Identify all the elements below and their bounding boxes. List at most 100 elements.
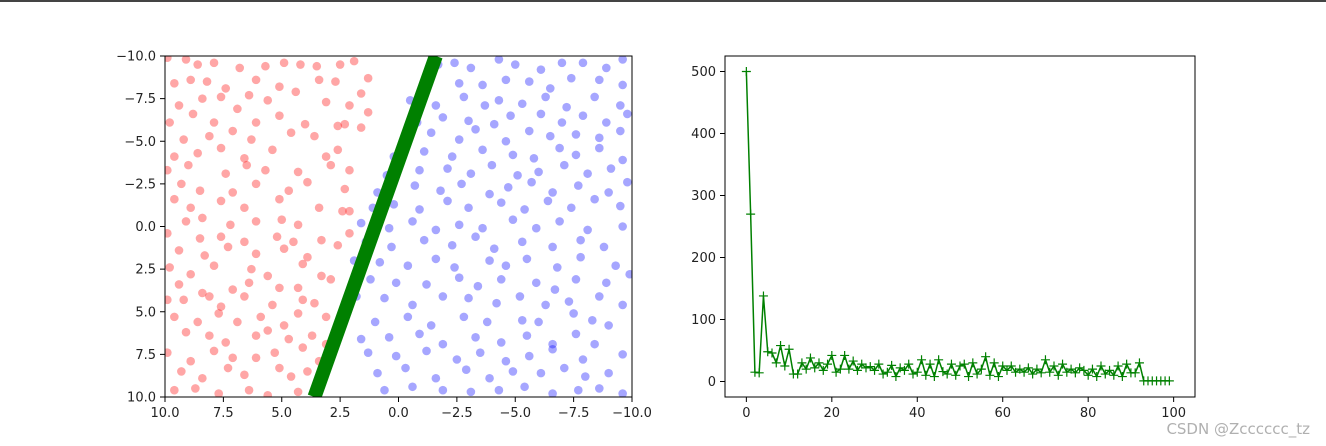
scatter-point-red bbox=[177, 179, 186, 189]
scatter-point-blue bbox=[415, 165, 424, 175]
scatter-point-red bbox=[193, 148, 202, 158]
scatter-point-red bbox=[251, 75, 261, 85]
scatter-point-red bbox=[251, 179, 261, 189]
scatter-point-blue bbox=[590, 194, 599, 204]
scatter-point-red bbox=[296, 60, 305, 69]
scatter-point-red bbox=[272, 232, 282, 242]
y-tick-label: 400 bbox=[691, 127, 716, 142]
scatter-point-red bbox=[181, 327, 191, 337]
scatter-point-red bbox=[326, 275, 336, 284]
scatter-point-blue bbox=[478, 145, 487, 155]
scatter-point-blue bbox=[599, 242, 609, 252]
scatter-point-red bbox=[303, 252, 312, 262]
scatter-point-blue bbox=[501, 356, 511, 366]
scatter-point-red bbox=[198, 373, 207, 383]
scatter-point-blue bbox=[571, 329, 581, 339]
scatter-point-blue bbox=[578, 58, 588, 68]
loss-marker bbox=[1049, 361, 1059, 371]
loss-marker bbox=[1079, 365, 1089, 375]
scatter-point-blue bbox=[536, 65, 546, 74]
scatter-point-blue bbox=[408, 217, 417, 226]
x-tick-label: −5.0 bbox=[499, 406, 531, 421]
scatter-point-blue bbox=[595, 292, 604, 301]
loss-marker bbox=[754, 368, 764, 378]
scatter-point-red bbox=[193, 317, 202, 327]
y-tick-label: −7.5 bbox=[124, 92, 156, 107]
scatter-point-blue bbox=[438, 113, 448, 122]
scatter-point-red bbox=[228, 126, 238, 136]
scatter-point-blue bbox=[604, 368, 613, 378]
x-tick-label: 10.0 bbox=[151, 406, 180, 421]
scatter-point-red bbox=[261, 165, 270, 175]
scatter-point-red bbox=[293, 220, 303, 230]
scatter-point-blue bbox=[541, 92, 550, 102]
scatter-point-red bbox=[209, 346, 219, 356]
loss-marker bbox=[972, 369, 982, 379]
scatter-point-blue bbox=[541, 300, 550, 310]
y-tick-label: 500 bbox=[691, 65, 716, 80]
scatter-point-red bbox=[165, 165, 172, 175]
scatter-point-blue bbox=[534, 317, 543, 327]
scatter-point-red bbox=[170, 385, 179, 395]
scatter-point-blue bbox=[548, 389, 557, 397]
x-tick-label: 60 bbox=[994, 406, 1011, 421]
y-tick-label: 10.0 bbox=[127, 391, 156, 406]
scatter-point-red bbox=[216, 302, 226, 311]
scatter-point-red bbox=[317, 271, 326, 281]
scatter-point-blue bbox=[548, 188, 557, 197]
scatter-point-red bbox=[333, 145, 343, 155]
y-tick-label: 0 bbox=[708, 375, 716, 390]
scatter-point-red bbox=[191, 384, 200, 393]
scatter-point-red bbox=[275, 363, 284, 373]
scatter-point-red bbox=[303, 367, 312, 376]
scatter-point-blue bbox=[604, 321, 613, 330]
scatter-point-blue bbox=[496, 198, 506, 207]
scatter-point-red bbox=[300, 119, 310, 129]
scatter-point-red bbox=[186, 75, 195, 85]
scatter-point-red bbox=[198, 94, 207, 103]
scatter-point-blue bbox=[436, 186, 445, 195]
loss-marker bbox=[848, 356, 858, 366]
scatter-point-red bbox=[165, 348, 172, 357]
x-tick-label: 0.0 bbox=[388, 406, 409, 421]
x-tick-label: 80 bbox=[1080, 406, 1097, 421]
scatter-point-red bbox=[286, 372, 296, 381]
scatter-point-red bbox=[268, 300, 277, 310]
scatter-point-blue bbox=[517, 99, 527, 109]
scatter-point-blue bbox=[480, 101, 490, 110]
scatter-point-red bbox=[270, 348, 280, 357]
scatter-point-blue bbox=[501, 261, 511, 271]
scatter-point-blue bbox=[363, 348, 373, 357]
scatter-point-red bbox=[228, 353, 238, 363]
scatter-point-blue bbox=[552, 263, 562, 272]
scatter-point-blue bbox=[520, 382, 529, 392]
scatter-point-red bbox=[263, 271, 273, 281]
scatter-point-red bbox=[275, 283, 284, 293]
scatter-point-blue bbox=[616, 126, 625, 136]
scatter-point-blue bbox=[370, 317, 380, 327]
scatter-point-blue bbox=[466, 63, 476, 73]
scatter-point-blue bbox=[375, 258, 385, 267]
scatter-point-red bbox=[268, 145, 277, 155]
scatter-point-red bbox=[307, 331, 317, 340]
scatter-point-blue bbox=[461, 365, 471, 375]
loss-marker bbox=[968, 358, 978, 368]
loss-marker bbox=[929, 372, 939, 382]
loss-marker bbox=[993, 372, 1003, 382]
scatter-point-blue bbox=[384, 223, 394, 233]
scatter-point-blue bbox=[485, 256, 494, 265]
scatter-point-blue bbox=[581, 372, 590, 381]
loss-marker bbox=[938, 367, 948, 377]
scatter-point-blue bbox=[387, 242, 396, 252]
scatter-point-blue bbox=[431, 101, 441, 110]
scatter-point-red bbox=[228, 188, 238, 197]
scatter-point-blue bbox=[401, 363, 410, 373]
scatter-point-red bbox=[174, 246, 184, 255]
scatter-point-blue bbox=[438, 339, 448, 349]
loss-marker bbox=[840, 350, 850, 360]
scatter-point-blue bbox=[548, 344, 557, 354]
scatter-point-red bbox=[214, 389, 224, 397]
loss-marker bbox=[1070, 368, 1080, 378]
scatter-point-blue bbox=[419, 147, 429, 156]
